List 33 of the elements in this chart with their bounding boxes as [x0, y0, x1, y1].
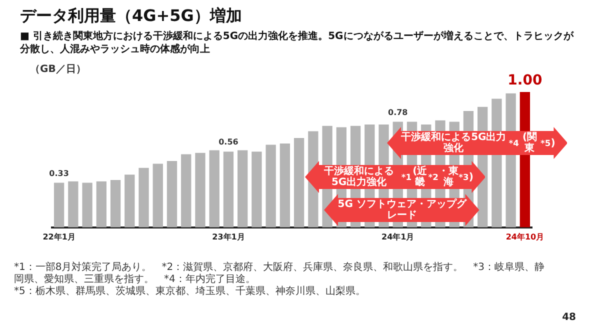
x-tick-label: 22年1月: [42, 232, 76, 242]
bar: [54, 182, 64, 228]
bar: [280, 143, 290, 228]
chart-title: データ利用量（4G+5G）増加: [20, 6, 242, 27]
bar: [223, 152, 234, 228]
bar: [266, 144, 276, 228]
bar: [294, 138, 304, 228]
y-axis-title: （GB／日）: [30, 63, 86, 76]
bar: [96, 181, 106, 228]
data-label: 1.00: [508, 72, 542, 89]
bar: [238, 150, 248, 228]
text: 48: [562, 312, 576, 323]
chart-subtitle: ■ 引き続き関東地方における干渉緩和による5Gの出力強化を推進。5Gにつながるユーザーが増えることで、トラヒックが分散し、人混みやラッシュ時の体感が向上: [20, 30, 575, 56]
bar: [124, 174, 135, 228]
data-label: 0.56: [218, 138, 239, 147]
x-tick-label: 24年10月: [506, 232, 544, 242]
bar: [68, 181, 78, 228]
bar: [82, 182, 92, 228]
bar: [138, 168, 149, 228]
bar: [209, 150, 220, 228]
text: *5：栃木県、群馬県、茨城県、東京都、埼玉県、千葉県、神奈川県、山梨県。: [14, 286, 366, 298]
data-label: 0.78: [388, 108, 408, 117]
bar: [152, 164, 163, 228]
bar: [181, 154, 192, 228]
text: *1：一部8月対策完了局あり。 *2：滋賀県、京都府、大阪府、兵庫県、奈良県、和歌山県を指す。 *3：岐阜県、静岡県、愛知県、三重県を指す。 *4：年内完了目途。: [14, 262, 546, 286]
bar: [110, 180, 121, 228]
data-label: 0.33: [49, 168, 69, 178]
bar: [166, 161, 178, 228]
bar: [252, 152, 262, 228]
x-tick-label: 23年1月: [212, 232, 245, 242]
x-tick-label: 24年1月: [382, 232, 414, 242]
annotation: 5G ソフトウェア・アップグレード: [336, 198, 468, 222]
bar: [195, 152, 206, 228]
